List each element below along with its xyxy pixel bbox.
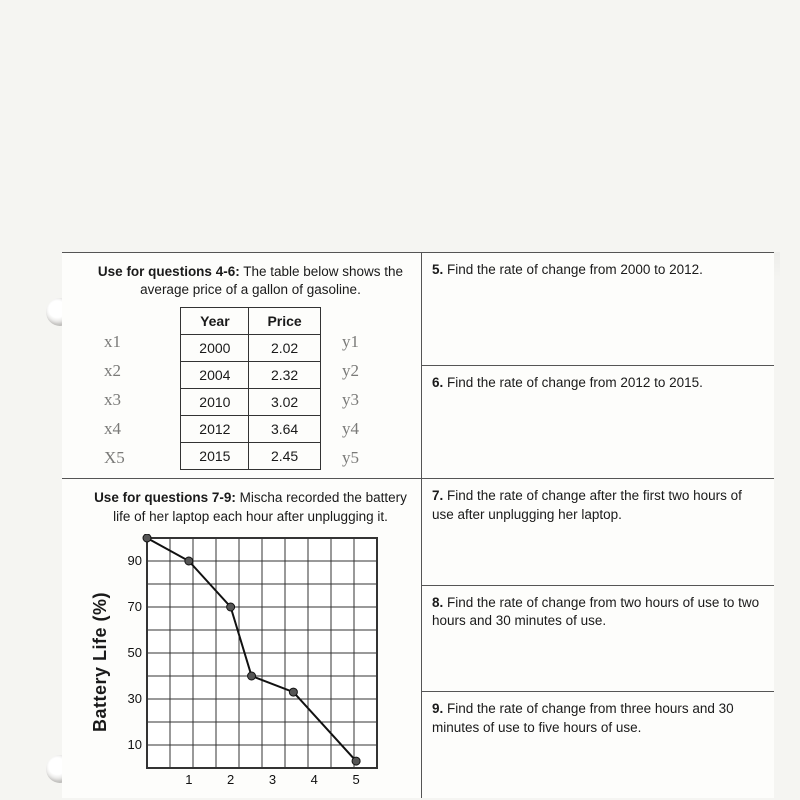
table-cell: 2000: [181, 335, 249, 362]
instr-bold: Use for questions 7-9:: [94, 490, 236, 505]
svg-text:30: 30: [128, 691, 142, 706]
handwriting-y1: y1: [342, 333, 359, 350]
battery-line-chart: 10 30 50 70 90 1 2 3 4 5: [117, 534, 381, 790]
right-panel-q5-6: 5. Find the rate of change from 2000 to …: [422, 253, 774, 478]
question-5: 5. Find the rate of change from 2000 to …: [422, 253, 774, 366]
battery-chart-wrap: Battery Life (%) 10 30 50 70 90 1 2 3 4 5: [90, 534, 411, 790]
svg-text:4: 4: [311, 772, 318, 787]
table-cell: 3.64: [249, 416, 320, 443]
svg-text:10: 10: [128, 737, 142, 752]
svg-text:2: 2: [227, 772, 234, 787]
svg-text:3: 3: [269, 772, 276, 787]
handwriting-x5: X5: [104, 449, 125, 466]
table-cell: 2.32: [249, 362, 320, 389]
block-q4-6: Use for questions 4-6: The table below s…: [62, 253, 774, 479]
handwriting-x1: x1: [104, 333, 121, 350]
handwriting-y4: y4: [342, 420, 359, 437]
question-8: 8. Find the rate of change from two hour…: [422, 586, 774, 692]
instr-bold: Use for questions 4-6:: [98, 264, 240, 279]
q-text: Find the rate of change after the first …: [432, 488, 742, 521]
handwriting-y2: y2: [342, 362, 359, 379]
table-header-price: Price: [249, 308, 320, 335]
handwriting-x3: x3: [104, 391, 121, 408]
table-row: 20103.02: [181, 389, 320, 416]
table-cell: 2.02: [249, 335, 320, 362]
table-cell: 2012: [181, 416, 249, 443]
q-num: 5.: [432, 262, 443, 277]
q-num: 6.: [432, 375, 443, 390]
svg-text:5: 5: [352, 772, 359, 787]
right-panel-q7-9: 7. Find the rate of change after the fir…: [422, 479, 774, 797]
question-6: 6. Find the rate of change from 2012 to …: [422, 366, 774, 478]
chart-y-label: Battery Life (%): [90, 592, 111, 732]
question-7: 7. Find the rate of change after the fir…: [422, 479, 774, 585]
handwriting-x2: x2: [104, 362, 121, 379]
table-row: 20042.32: [181, 362, 320, 389]
q-text: Find the rate of change from 2012 to 201…: [443, 375, 703, 390]
q-text: Find the rate of change from two hours o…: [432, 595, 759, 628]
instructions-4-6: Use for questions 4-6: The table below s…: [90, 263, 411, 299]
block-q7-9: Use for questions 7-9: Mischa recorded t…: [62, 479, 774, 797]
table-row: 20002.02: [181, 335, 320, 362]
handwriting-x4: x4: [104, 420, 121, 437]
table-row: 20123.64: [181, 416, 320, 443]
gasoline-price-table: Year Price 20002.0220042.3220103.0220123…: [180, 307, 320, 470]
table-cell: 2010: [181, 389, 249, 416]
table-cell: 3.02: [249, 389, 320, 416]
table-cell: 2004: [181, 362, 249, 389]
svg-text:1: 1: [185, 772, 192, 787]
handwriting-y3: y3: [342, 391, 359, 408]
left-panel-battery: Use for questions 7-9: Mischa recorded t…: [62, 479, 422, 797]
q-text: Find the rate of change from three hours…: [432, 701, 734, 734]
q-num: 8.: [432, 595, 443, 610]
table-cell: 2.45: [249, 443, 320, 470]
instructions-7-9: Use for questions 7-9: Mischa recorded t…: [90, 489, 411, 525]
table-cell: 2015: [181, 443, 249, 470]
worksheet-page: Use for questions 4-6: The table below s…: [62, 252, 774, 798]
svg-text:50: 50: [128, 645, 142, 660]
svg-text:70: 70: [128, 599, 142, 614]
table-row: 20152.45: [181, 443, 320, 470]
q-num: 9.: [432, 701, 443, 716]
q-num: 7.: [432, 488, 443, 503]
handwriting-y5: y5: [342, 449, 359, 466]
left-panel-gasoline: Use for questions 4-6: The table below s…: [62, 253, 422, 478]
question-9: 9. Find the rate of change from three ho…: [422, 692, 774, 797]
q-text: Find the rate of change from 2000 to 201…: [443, 262, 703, 277]
table-header-year: Year: [181, 308, 249, 335]
svg-text:90: 90: [128, 553, 142, 568]
